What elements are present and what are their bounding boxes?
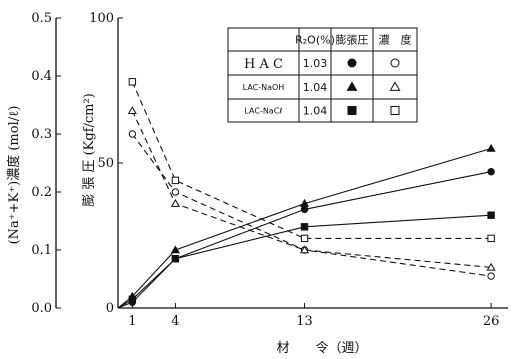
data-point-naoh_conc-1: [170, 198, 180, 207]
series-line-hac_conc: [131, 133, 492, 277]
x-tick-label-1: 1: [128, 314, 136, 329]
legend-r2o-value-2: 1.04: [303, 105, 328, 118]
right-y-tick-label-100: 100: [89, 11, 114, 26]
legend-series-name-0: H A C: [244, 57, 283, 72]
legend-r2o-value-1: 1.04: [303, 81, 328, 94]
data-point-nacl_conc-2: [300, 234, 309, 243]
legend-pressure-marker-1: [346, 81, 358, 91]
x-tick-label-4: 4: [171, 314, 179, 329]
left-y-tick-label-0.2: 0.2: [31, 185, 52, 200]
data-point-hac_conc-3: [487, 272, 495, 280]
x-tick-label-26: 26: [483, 314, 500, 329]
series-line-naoh_conc: [131, 110, 492, 268]
data-point-nacl_pressure-1: [128, 295, 137, 304]
data-point-nacl_conc-0: [128, 78, 137, 86]
legend-header-3: 濃 度: [379, 33, 412, 47]
right-y-tick-label-0: 0: [106, 301, 114, 316]
series-line-nacl_conc: [131, 81, 492, 239]
legend-conc-marker-0: [390, 58, 400, 68]
x-axis-label: 材 令（週）: [276, 341, 367, 356]
legend-header-1: R₂O(%): [295, 34, 335, 47]
legend-conc-marker-2: [390, 106, 400, 115]
data-point-hac_pressure-4: [487, 168, 495, 176]
x-tick-label-13: 13: [296, 314, 313, 329]
data-point-naoh_conc-0: [127, 106, 137, 115]
left-y-axis-label: (Na⁺+K⁺)濃度 (mol/ℓ): [6, 106, 22, 245]
series-group: [117, 78, 496, 309]
data-point-hac_pressure-3: [300, 205, 309, 214]
data-point-naoh_conc-3: [486, 262, 496, 271]
data-point-nacl_conc-3: [487, 234, 495, 243]
data-point-nacl_pressure-2: [171, 255, 180, 263]
left-y-tick-label-0.1: 0.1: [31, 243, 52, 258]
legend-table: R₂O(%) 膨張圧濃 度 H A C 1.03 LAC-NaOH 1.04 LAC-NaC…: [227, 27, 418, 123]
legend-header-2: 膨張圧: [336, 33, 369, 47]
left-y-tick-label-0.5: 0.5: [31, 11, 52, 26]
legend-series-name-2: LAC-NaCℓ: [244, 107, 282, 116]
right-y-tick-label-50: 50: [97, 156, 114, 171]
left-y-tick-label-0.0: 0.0: [31, 301, 52, 316]
left-y-tick-label-0.3: 0.3: [31, 127, 52, 142]
data-point-nacl_pressure-4: [487, 211, 495, 219]
legend-r2o-value-0: 1.03: [303, 57, 328, 70]
data-point-hac_conc-1: [171, 188, 180, 196]
legend-pressure-marker-2: [347, 106, 357, 115]
data-point-naoh_pressure-2: [170, 245, 180, 254]
legend-conc-marker-1: [389, 81, 401, 91]
data-point-naoh_pressure-4: [486, 143, 496, 152]
legend-pressure-marker-0: [347, 58, 357, 68]
left-y-tick-label-0.4: 0.4: [31, 69, 52, 84]
tick-marks: 1 4 13 26 0.0 0.1 0.2 0.3 0.4 0.5 0 50 100: [31, 11, 499, 329]
data-point-nacl_conc-1: [171, 176, 180, 185]
data-point-nacl_pressure-3: [300, 223, 309, 231]
legend-series-name-1: LAC-NaOH: [243, 83, 285, 92]
data-point-naoh_conc-2: [300, 245, 310, 254]
right-y-axis-label: 膨 張 圧 (Kgf/cm²): [82, 93, 97, 207]
data-point-hac_conc-0: [128, 130, 137, 138]
data-point-naoh_pressure-3: [300, 198, 310, 207]
